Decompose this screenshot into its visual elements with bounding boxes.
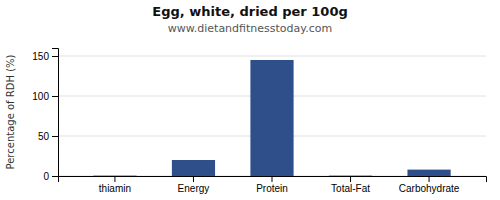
y-tick-label: 0 bbox=[43, 171, 49, 182]
y-tick-mark bbox=[52, 136, 58, 137]
x-tick-label: Total-Fat bbox=[331, 183, 370, 194]
bar bbox=[329, 175, 372, 176]
subtitle: www.dietandfitnesstoday.com bbox=[168, 22, 332, 35]
x-tick-label: Carbohydrate bbox=[399, 183, 460, 194]
x-tick-label: Energy bbox=[178, 183, 210, 194]
x-tick-mark bbox=[272, 176, 273, 182]
y-tick: 150 bbox=[32, 51, 58, 62]
y-tick-label: 150 bbox=[32, 51, 49, 62]
bar bbox=[93, 175, 136, 176]
x-tick-label: thiamin bbox=[99, 183, 131, 194]
bar bbox=[407, 170, 450, 176]
x-tick-mark bbox=[429, 176, 430, 182]
y-tick: 50 bbox=[38, 131, 58, 142]
y-axis: 0 50 100 150 bbox=[32, 49, 58, 182]
y-tick-label: 50 bbox=[38, 131, 50, 142]
x-axis: thiamin Energy Protein Total-Fat Carbohydrat… bbox=[59, 176, 487, 194]
x-tick: Total-Fat bbox=[331, 176, 370, 194]
y-tick-mark bbox=[52, 96, 58, 97]
y-tick-mark bbox=[52, 56, 58, 57]
x-axis-line bbox=[59, 177, 487, 183]
y-axis-line bbox=[52, 49, 59, 177]
bar bbox=[172, 160, 215, 176]
bar bbox=[250, 60, 293, 176]
chart: Egg, white, dried per 100g www.dietandfit… bbox=[0, 0, 500, 200]
y-tick: 0 bbox=[43, 171, 58, 182]
y-tick: 100 bbox=[32, 91, 58, 102]
x-tick-label: Protein bbox=[256, 183, 288, 194]
x-tick-mark bbox=[193, 176, 194, 182]
x-tick-mark bbox=[350, 176, 351, 182]
plot: 0 50 100 150 thiamin Energy Protein Total-Fat Ca… bbox=[32, 49, 486, 195]
x-tick-mark bbox=[114, 176, 115, 182]
title: Egg, white, dried per 100g bbox=[152, 4, 348, 19]
bars bbox=[93, 60, 450, 176]
x-tick: Energy bbox=[178, 176, 210, 194]
x-tick: Carbohydrate bbox=[399, 176, 460, 194]
x-tick: Protein bbox=[256, 176, 288, 194]
grid-line bbox=[58, 56, 486, 57]
y-tick-label: 100 bbox=[32, 91, 49, 102]
x-tick: thiamin bbox=[99, 176, 131, 194]
grid bbox=[58, 56, 486, 176]
y-tick-mark bbox=[52, 176, 58, 177]
y-axis-title: Percentage of RDH (%) bbox=[5, 54, 16, 169]
